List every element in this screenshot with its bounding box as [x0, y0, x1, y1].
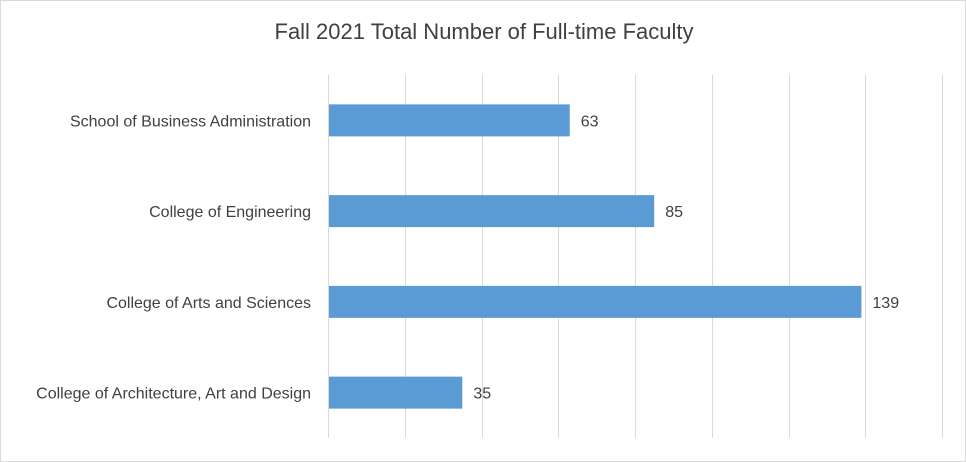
chart-title: Fall 2021 Total Number of Full-time Facu…: [274, 19, 694, 44]
data-label: 139: [872, 295, 899, 312]
bars: [329, 104, 862, 409]
bar: [329, 195, 655, 228]
category-label: College of Engineering: [149, 204, 311, 221]
data-label: 85: [665, 204, 683, 221]
category-label: School of Business Administration: [70, 113, 311, 130]
category-label: College of Arts and Sciences: [106, 295, 311, 312]
bar: [329, 285, 862, 318]
bar: [329, 104, 570, 137]
data-label: 35: [473, 386, 491, 403]
bar: [329, 376, 463, 409]
category-label: College of Architecture, Art and Design: [36, 386, 311, 403]
data-label: 63: [581, 113, 599, 130]
labels: School of Business Administration 63 Colle…: [36, 113, 899, 402]
